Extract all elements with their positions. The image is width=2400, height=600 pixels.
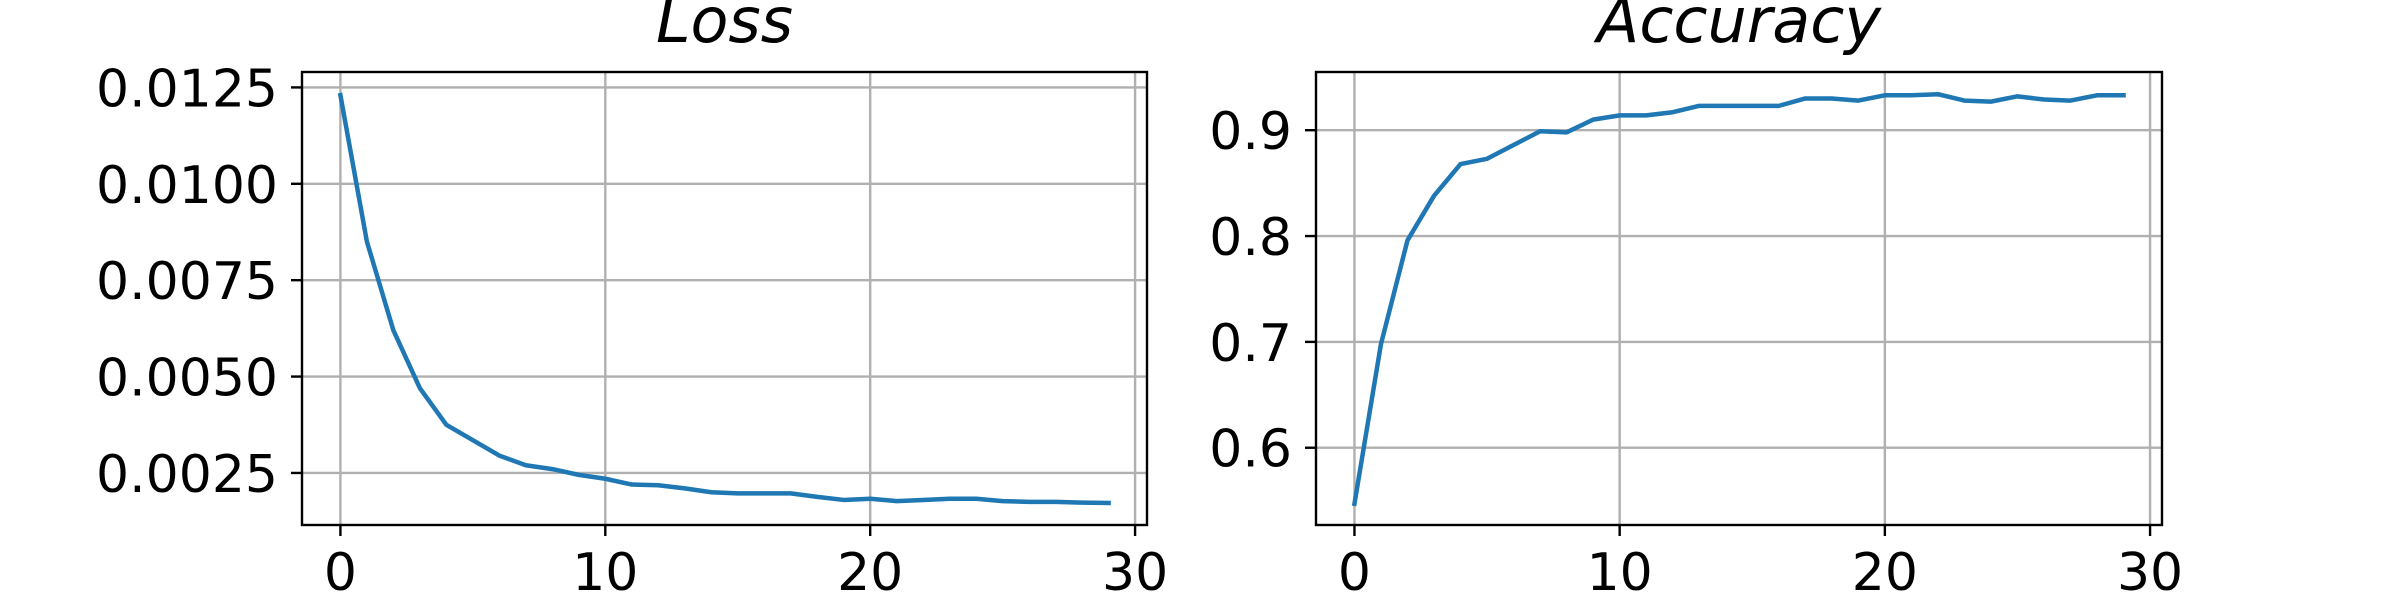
- loss-x-tick-label: 20: [837, 543, 903, 600]
- accuracy-x-tick-label: 10: [1587, 543, 1653, 600]
- loss-chart-title: Loss: [656, 0, 793, 57]
- accuracy-chart-title: Accuracy: [1593, 0, 1882, 57]
- loss-y-tick-label: 0.0075: [96, 252, 278, 312]
- loss-axes-frame: [300, 70, 1149, 527]
- accuracy-y-tick-label: 0.8: [1209, 208, 1292, 268]
- accuracy-y-tick-label: 0.9: [1209, 102, 1292, 162]
- loss-y-tick-label: 0.0125: [96, 59, 278, 119]
- accuracy-chart: 0 10 20 30 0.6 0.7 0.8 0.9 Accuracy: [1209, 0, 2183, 600]
- accuracy-y-tick-label: 0.6: [1209, 420, 1292, 480]
- accuracy-series-line: [1351, 91, 2126, 507]
- accuracy-y-tick-label: 0.7: [1209, 314, 1292, 374]
- accuracy-x-tick-label: 0: [1338, 543, 1371, 600]
- loss-y-tick-label: 0.0100: [96, 156, 278, 216]
- loss-x-tick-label: 10: [572, 543, 638, 600]
- loss-x-tick-label: 0: [324, 543, 357, 600]
- loss-y-tick-label: 0.0025: [96, 445, 278, 505]
- accuracy-axes-frame: [1314, 70, 2164, 527]
- accuracy-x-tick-label: 30: [2117, 543, 2183, 600]
- loss-y-tick-label: 0.0050: [96, 349, 278, 409]
- loss-series-line: [337, 92, 1111, 506]
- loss-chart: 0 10 20 30 0.0025 0.0050 0.0075 0.0100 0.0125 Los…: [96, 0, 1168, 600]
- loss-x-tick-label: 30: [1102, 543, 1168, 600]
- accuracy-x-tick-label: 20: [1852, 543, 1918, 600]
